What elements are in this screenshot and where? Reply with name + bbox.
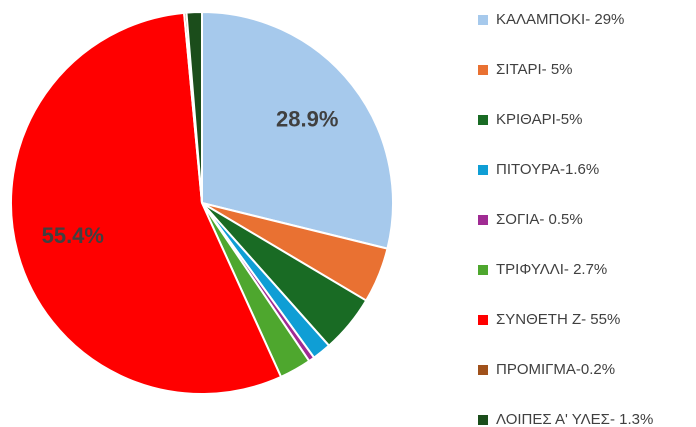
pie-slice xyxy=(201,10,394,250)
legend-marker xyxy=(478,315,488,325)
legend-label: ΚΡΙΘΑΡΙ-5% xyxy=(496,111,582,128)
legend-marker xyxy=(478,215,488,225)
legend-label: ΛΟΙΠΕΣ Α' ΥΛΕΣ- 1.3% xyxy=(496,411,653,427)
legend-marker xyxy=(478,165,488,175)
legend-label: ΠΡΟΜΙΓΜΑ-0.2% xyxy=(496,361,615,378)
data-label: 55.4% xyxy=(42,223,104,248)
legend-marker xyxy=(478,65,488,75)
legend-marker xyxy=(478,115,488,125)
legend-label: ΠΙΤΟΥΡΑ-1.6% xyxy=(496,161,599,178)
legend-label: ΣΟΓΙΑ- 0.5% xyxy=(496,211,583,228)
legend-label: ΚΑΛΑΜΠΟΚΙ- 29% xyxy=(496,11,624,28)
legend-marker xyxy=(478,415,488,425)
pie-slice xyxy=(10,11,283,395)
legend-marker xyxy=(478,365,488,375)
legend-label: ΣΙΤΑΡΙ- 5% xyxy=(496,61,573,78)
data-label: 28.9% xyxy=(276,106,338,131)
legend-marker xyxy=(478,265,488,275)
pie-slice xyxy=(185,10,203,204)
legend-marker xyxy=(478,15,488,25)
legend-label: ΤΡΙΦΥΛΛΙ- 2.7% xyxy=(496,261,607,278)
legend-label: ΣΥΝΘΕΤΗ Ζ- 55% xyxy=(496,311,620,328)
